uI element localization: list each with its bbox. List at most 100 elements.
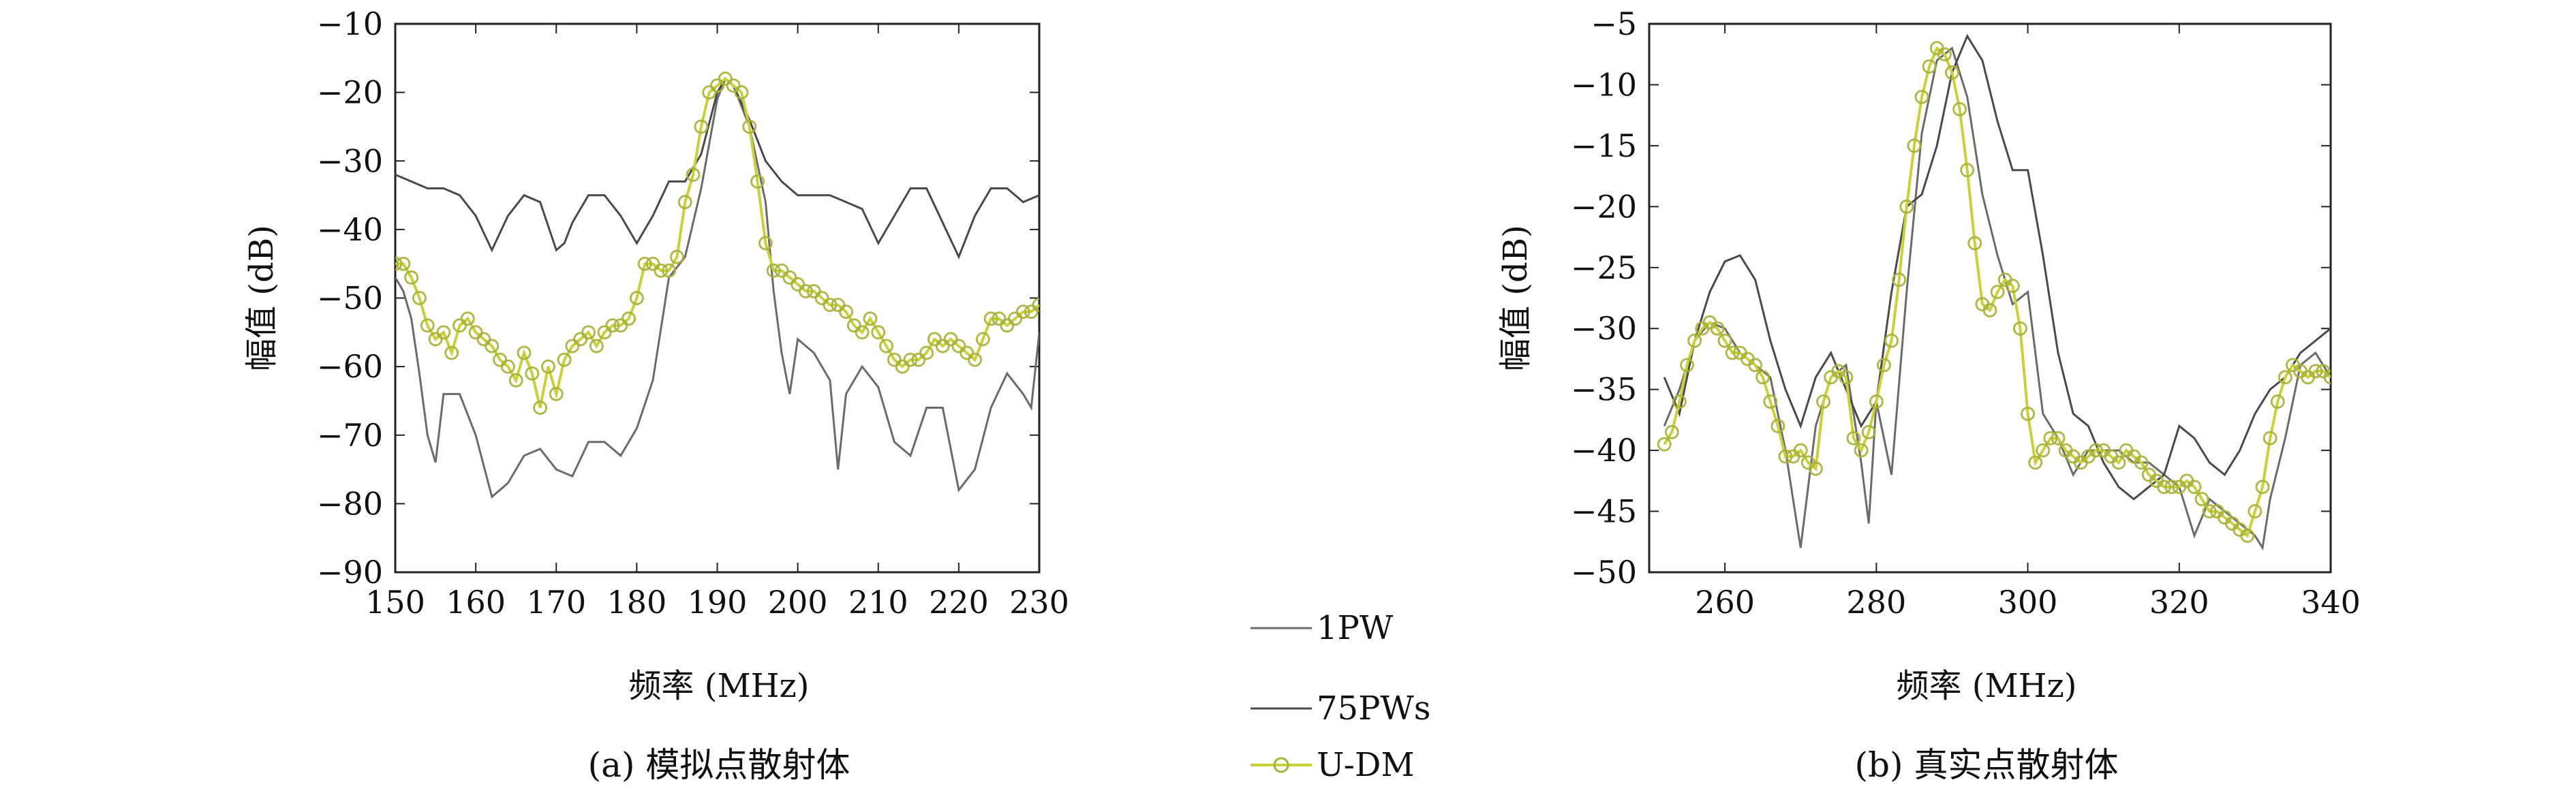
y-tick-label: −30 [317, 142, 383, 179]
legend-label-75pws: 75PWs [1317, 689, 1430, 728]
plot-area [395, 72, 1039, 499]
series-point-u-dm [2134, 455, 2149, 470]
series-point-u-dm [517, 345, 532, 360]
series-point-u-dm [436, 325, 451, 340]
series-point-u-dm [412, 291, 427, 305]
series-point-u-dm [1884, 333, 1899, 348]
series-point-u-dm [2157, 480, 2172, 495]
series-point-u-dm [734, 85, 749, 100]
chart-real-scatterer: 260 280 300 320 340 −5 −10 −15 −20 −25 −30 −35 −40 −4… [1497, 5, 2361, 785]
x-tick-label: 200 [768, 584, 828, 621]
series-line-underlay [395, 77, 1039, 408]
series-point-u-dm [2263, 431, 2278, 446]
series-point-u-dm [968, 352, 982, 367]
series-point-u-dm [2202, 504, 2217, 519]
series-point-u-dm [742, 119, 757, 134]
series-point-u-dm [637, 256, 652, 271]
series-point-u-dm [460, 311, 475, 326]
chart-simulated-scatterer: 150 160 170 180 190 200 210 220 230 −10 −20 −30 −40 −… [243, 5, 1069, 785]
series-point-u-dm [2021, 406, 2036, 421]
series-point-u-dm [2255, 480, 2270, 495]
x-tick-label: 210 [848, 584, 908, 621]
series-point-u-dm [879, 339, 894, 354]
series-point-u-dm [396, 256, 411, 271]
series-point-u-dm [2270, 394, 2285, 409]
series-point-u-dm [871, 325, 886, 340]
series-point-u-dm [1922, 59, 1937, 74]
legend-item-75pws: 75PWs [1251, 689, 1430, 728]
series-point-u-dm [766, 263, 781, 278]
series-point-u-dm [2164, 480, 2179, 495]
series-point-u-dm [581, 325, 596, 340]
y-axis-label: 幅值 (dB) [1497, 225, 1535, 371]
y-tick-label: −60 [317, 348, 383, 385]
series-point-u-dm [694, 119, 709, 134]
series-point-u-dm [1944, 65, 1959, 80]
series-point-u-dm [1748, 358, 1763, 373]
series-line-1pw [395, 76, 1039, 499]
series-point-u-dm [2111, 455, 2126, 470]
series-point-u-dm [1778, 449, 1793, 464]
series-point-u-dm [2194, 492, 2209, 507]
series-point-u-dm [750, 174, 765, 189]
series-point-u-dm [1664, 424, 1679, 439]
y-tick-label: −50 [1571, 554, 1637, 591]
series-point-u-dm [1876, 358, 1891, 373]
series-point-u-dm [2240, 528, 2255, 543]
series-point-u-dm [605, 318, 620, 333]
y-tick-label: −45 [1571, 493, 1637, 530]
series-point-u-dm [1657, 437, 1672, 452]
y-tick-label: −15 [1571, 127, 1637, 164]
series-point-u-dm [1854, 443, 1869, 458]
plot-frame [1648, 22, 2332, 574]
series-point-u-dm [2323, 370, 2331, 385]
series-point-u-dm [525, 366, 540, 381]
x-tick-label: 220 [929, 584, 989, 621]
series-point-u-dm [1960, 163, 1975, 178]
series-point-u-dm [1892, 272, 1907, 287]
series-point-u-dm [983, 311, 998, 326]
series-point-u-dm [2248, 504, 2263, 519]
series-point-u-dm [2043, 431, 2058, 446]
y-tick-label: −10 [317, 5, 383, 42]
legend-item-udm: U-DM [1251, 746, 1414, 784]
series-point-u-dm [1725, 345, 1740, 360]
series-point-u-dm [1967, 236, 1982, 251]
y-tick-label: −30 [1571, 310, 1637, 347]
series-point-u-dm [404, 270, 419, 285]
series-point-u-dm [2187, 480, 2202, 495]
series-point-u-dm [798, 283, 813, 298]
series-point-u-dm [1952, 102, 1967, 116]
legend-label-udm: U-DM [1317, 746, 1414, 784]
series-point-u-dm [1755, 370, 1770, 385]
series-point-u-dm [2051, 431, 2066, 446]
plot-frame [394, 22, 1041, 574]
series-point-u-dm [823, 298, 838, 313]
series-point-u-dm [839, 305, 853, 319]
series-point-u-dm [508, 373, 523, 388]
x-tick-label: 260 [1695, 584, 1755, 621]
legend-item-1pw: 1PW [1251, 609, 1394, 647]
legend-marker-udm [1273, 757, 1289, 773]
series-point-u-dm [1672, 394, 1687, 409]
y-tick-label: −50 [317, 280, 383, 317]
series-point-u-dm [622, 311, 637, 326]
series-point-u-dm [919, 345, 934, 360]
series-point-u-dm [1982, 302, 1997, 317]
series-point-u-dm [975, 332, 990, 347]
series-point-u-dm [1680, 358, 1695, 373]
x-tick-label: 160 [446, 584, 506, 621]
series-point-u-dm [1710, 321, 1725, 336]
series-point-u-dm [669, 249, 684, 264]
series-point-u-dm [589, 339, 604, 354]
series-line-u-dm [395, 76, 1039, 408]
series-point-u-dm [1808, 461, 1823, 476]
y-tick-label: −5 [1591, 5, 1637, 42]
x-tick-label: 300 [1998, 584, 2058, 621]
plot-area [1657, 33, 2331, 551]
y-tick-label: −40 [317, 211, 383, 248]
y-tick-label: −35 [1571, 371, 1637, 408]
series-point-u-dm [677, 195, 692, 210]
series-point-u-dm [1032, 298, 1039, 313]
series-point-u-dm [1907, 138, 1922, 153]
